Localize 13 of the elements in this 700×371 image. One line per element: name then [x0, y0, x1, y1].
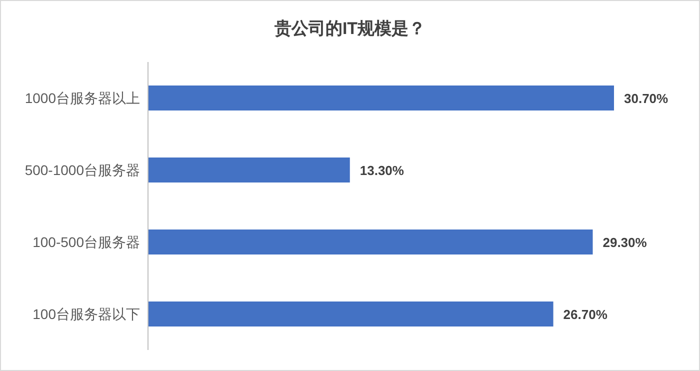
y-tick-label: 1000台服务器以上 — [24, 90, 140, 106]
data-label: 26.70% — [563, 307, 608, 322]
bar — [148, 86, 614, 110]
data-label: 29.30% — [602, 235, 648, 250]
y-tick-label: 100台服务器以下 — [32, 306, 140, 322]
y-tick-label: 500-1000台服务器 — [24, 162, 140, 178]
bar — [148, 302, 554, 326]
data-label: 13.30% — [360, 163, 404, 178]
data-label: 30.70% — [624, 91, 669, 106]
bar — [148, 158, 350, 182]
chart-title: 贵公司的IT规模是？ — [273, 19, 426, 38]
bar — [148, 230, 593, 254]
y-tick-label: 100-500台服务器 — [32, 234, 140, 250]
